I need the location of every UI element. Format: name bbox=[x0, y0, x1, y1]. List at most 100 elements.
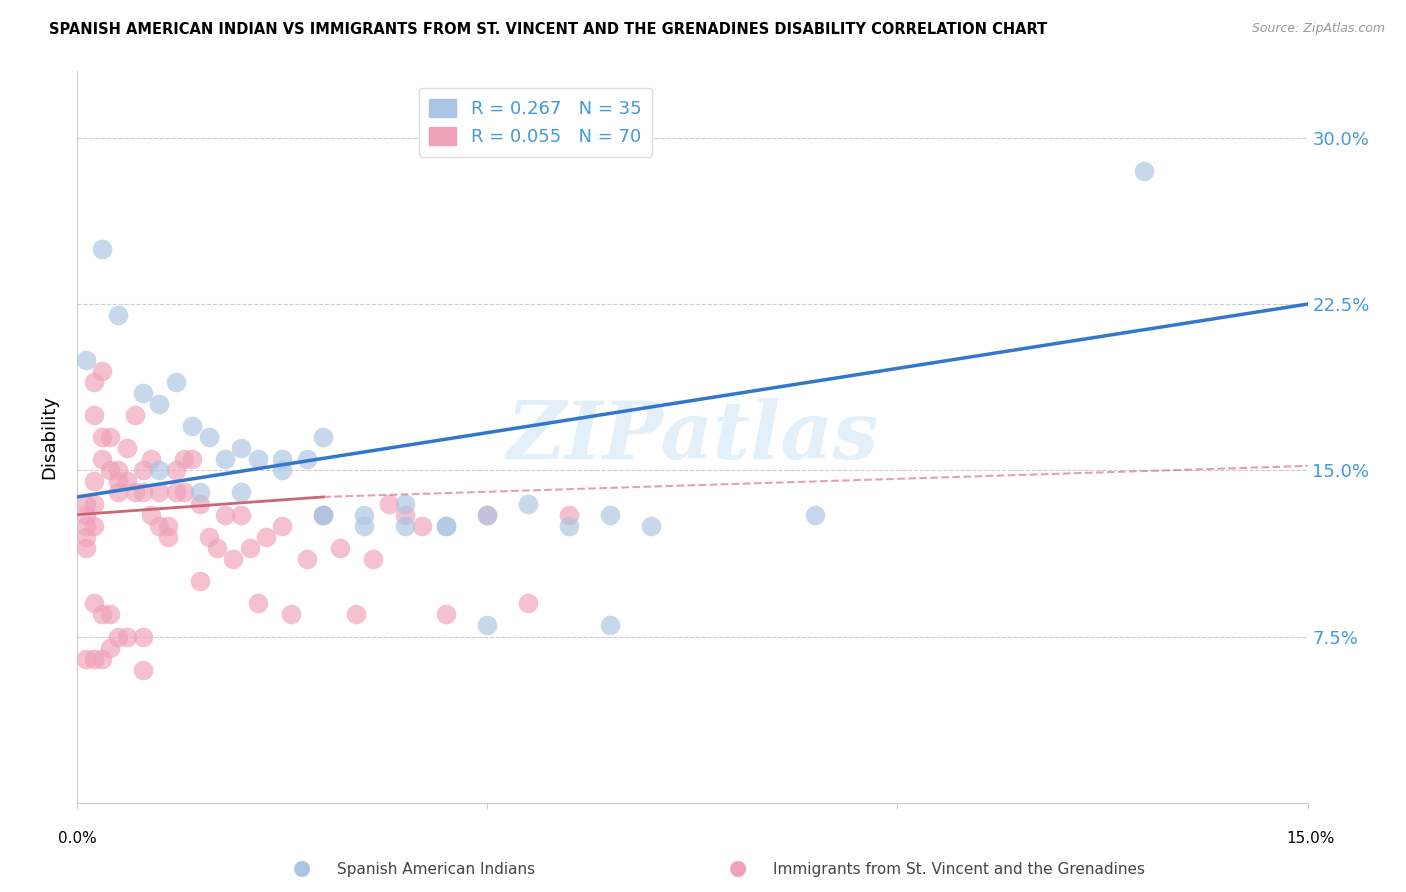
Point bbox=[197, 530, 219, 544]
Point bbox=[239, 541, 262, 555]
Point bbox=[558, 508, 581, 522]
Point bbox=[394, 508, 416, 522]
Point bbox=[75, 651, 97, 665]
Point bbox=[329, 541, 352, 555]
Point bbox=[165, 485, 187, 500]
Point bbox=[271, 452, 294, 467]
Point bbox=[148, 463, 170, 477]
Point bbox=[98, 463, 121, 477]
Point bbox=[214, 452, 236, 467]
Point bbox=[231, 508, 253, 522]
Point bbox=[436, 518, 458, 533]
Point bbox=[295, 452, 318, 467]
Point bbox=[271, 518, 294, 533]
Point bbox=[312, 430, 335, 444]
Point bbox=[141, 508, 163, 522]
Point bbox=[132, 663, 155, 677]
Y-axis label: Disability: Disability bbox=[41, 395, 59, 479]
Point bbox=[98, 640, 121, 655]
Point bbox=[90, 363, 114, 377]
Point bbox=[188, 497, 212, 511]
Point bbox=[231, 485, 253, 500]
Point bbox=[344, 607, 367, 622]
Point bbox=[436, 518, 458, 533]
Point bbox=[246, 596, 269, 610]
Point bbox=[75, 518, 97, 533]
Point bbox=[188, 574, 212, 589]
Point bbox=[107, 485, 129, 500]
Point bbox=[75, 541, 97, 555]
Point bbox=[173, 485, 195, 500]
Point bbox=[477, 618, 499, 632]
Point bbox=[90, 430, 114, 444]
Point bbox=[83, 518, 105, 533]
Point bbox=[165, 463, 187, 477]
Point bbox=[173, 452, 195, 467]
Point bbox=[312, 508, 335, 522]
Point bbox=[83, 408, 105, 422]
Text: SPANISH AMERICAN INDIAN VS IMMIGRANTS FROM ST. VINCENT AND THE GRENADINES DISABI: SPANISH AMERICAN INDIAN VS IMMIGRANTS FR… bbox=[49, 22, 1047, 37]
Point bbox=[477, 508, 499, 522]
Point bbox=[295, 552, 318, 566]
Point bbox=[640, 518, 662, 533]
Point bbox=[124, 485, 146, 500]
Point bbox=[1132, 164, 1154, 178]
Point bbox=[115, 441, 138, 455]
Text: ●: ● bbox=[294, 858, 311, 878]
Point bbox=[90, 242, 114, 256]
Point bbox=[214, 508, 236, 522]
Point bbox=[98, 607, 121, 622]
Point bbox=[165, 375, 187, 389]
Point bbox=[90, 452, 114, 467]
Point bbox=[132, 385, 155, 400]
Point bbox=[353, 508, 375, 522]
Point bbox=[90, 607, 114, 622]
Point bbox=[83, 596, 105, 610]
Point bbox=[361, 552, 384, 566]
Point bbox=[107, 308, 129, 322]
Point bbox=[115, 630, 138, 644]
Point bbox=[83, 651, 105, 665]
Text: ZIPatlas: ZIPatlas bbox=[506, 399, 879, 475]
Text: 15.0%: 15.0% bbox=[1286, 831, 1334, 846]
Point bbox=[271, 463, 294, 477]
Point bbox=[156, 530, 179, 544]
Point bbox=[411, 518, 433, 533]
Point bbox=[75, 352, 97, 367]
Point bbox=[477, 508, 499, 522]
Legend: R = 0.267   N = 35, R = 0.055   N = 70: R = 0.267 N = 35, R = 0.055 N = 70 bbox=[419, 87, 652, 157]
Point bbox=[115, 475, 138, 489]
Point bbox=[188, 485, 212, 500]
Point bbox=[107, 463, 129, 477]
Point bbox=[181, 452, 204, 467]
Point bbox=[141, 452, 163, 467]
Point bbox=[394, 518, 416, 533]
Point bbox=[75, 497, 97, 511]
Point bbox=[148, 485, 170, 500]
Point bbox=[132, 630, 155, 644]
Point bbox=[83, 497, 105, 511]
Point bbox=[132, 485, 155, 500]
Point bbox=[517, 497, 540, 511]
Point bbox=[83, 375, 105, 389]
Point bbox=[599, 508, 621, 522]
Point bbox=[197, 430, 219, 444]
Point bbox=[98, 430, 121, 444]
Point bbox=[254, 530, 277, 544]
Point bbox=[231, 441, 253, 455]
Point bbox=[246, 452, 269, 467]
Point bbox=[181, 419, 204, 434]
Point bbox=[804, 508, 827, 522]
Point bbox=[558, 518, 581, 533]
Point bbox=[205, 541, 228, 555]
Point bbox=[222, 552, 245, 566]
Text: Immigrants from St. Vincent and the Grenadines: Immigrants from St. Vincent and the Gren… bbox=[773, 863, 1146, 877]
Point bbox=[156, 518, 179, 533]
Point bbox=[90, 651, 114, 665]
Point bbox=[75, 508, 97, 522]
Point bbox=[312, 508, 335, 522]
Point bbox=[436, 607, 458, 622]
Text: ●: ● bbox=[730, 858, 747, 878]
Point bbox=[312, 508, 335, 522]
Point bbox=[394, 497, 416, 511]
